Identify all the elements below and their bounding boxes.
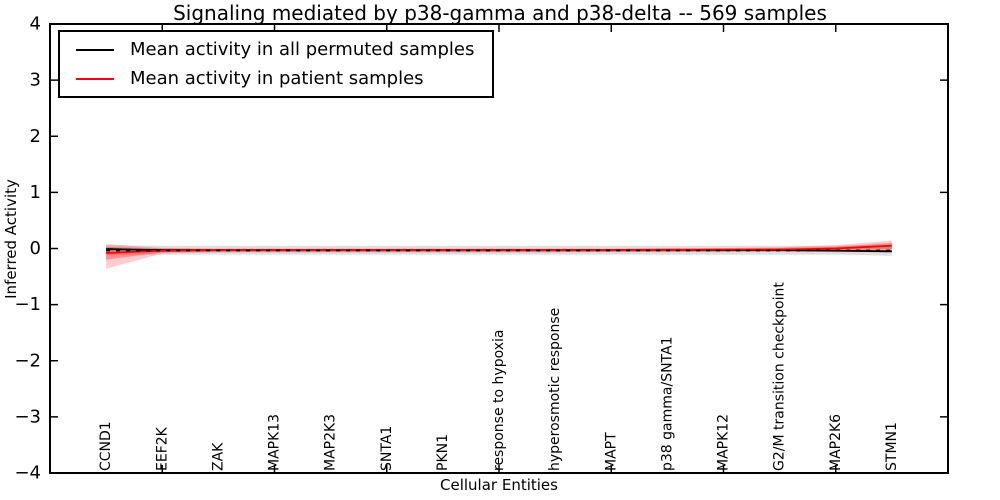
y-tick-label: 3	[30, 70, 41, 91]
y-tick-label: −3	[14, 406, 41, 427]
x-category-label-pkn1: PKN1	[435, 434, 451, 471]
x-axis-label: Cellular Entities	[440, 476, 558, 494]
legend-item-mean-activity-in-patient-samples: Mean activity in patient samples	[76, 68, 474, 89]
y-tick-label: 2	[30, 126, 41, 147]
x-category-label-g2-m-transition-checkpoint: G2/M transition checkpoint	[772, 282, 788, 471]
x-category-label-eef2k: EEF2K	[154, 426, 170, 471]
x-category-label-map2k6: MAP2K6	[828, 414, 844, 471]
legend-label: Mean activity in all permuted samples	[130, 39, 475, 60]
x-category-label-mapk12: MAPK12	[716, 414, 732, 471]
x-category-label-zak: ZAK	[210, 442, 226, 471]
x-category-label-snta1: SNTA1	[379, 426, 395, 471]
legend-label: Mean activity in patient samples	[130, 68, 424, 89]
legend-item-mean-activity-in-all-permuted-samples: Mean activity in all permuted samples	[76, 39, 474, 60]
y-tick-label: 0	[30, 238, 41, 259]
chart-title: Signaling mediated by p38-gamma and p38-…	[173, 1, 827, 25]
x-category-label-mapk13: MAPK13	[267, 414, 283, 471]
legend-line-sample	[76, 77, 114, 80]
x-category-label-p38-gamma-snta1: p38 gamma/SNTA1	[659, 337, 675, 472]
x-category-label-stmn1: STMN1	[884, 422, 900, 471]
y-tick-label: 4	[30, 14, 41, 35]
y-tick-label: −2	[14, 350, 41, 371]
x-category-label-ccnd1: CCND1	[98, 421, 114, 471]
y-tick-label: −4	[14, 463, 41, 484]
x-category-label-mapt: MAPT	[603, 432, 619, 471]
x-category-label-map2k3: MAP2K3	[323, 414, 339, 471]
legend-line-sample	[76, 48, 114, 51]
x-category-label-response-to-hypoxia: response to hypoxia	[491, 330, 507, 471]
legend: Mean activity in all permuted samples Mea…	[58, 30, 495, 98]
x-category-label-hyperosmotic-response: hyperosmotic response	[547, 308, 563, 471]
y-tick-label: 1	[30, 182, 41, 203]
y-tick-label: −1	[14, 294, 41, 315]
